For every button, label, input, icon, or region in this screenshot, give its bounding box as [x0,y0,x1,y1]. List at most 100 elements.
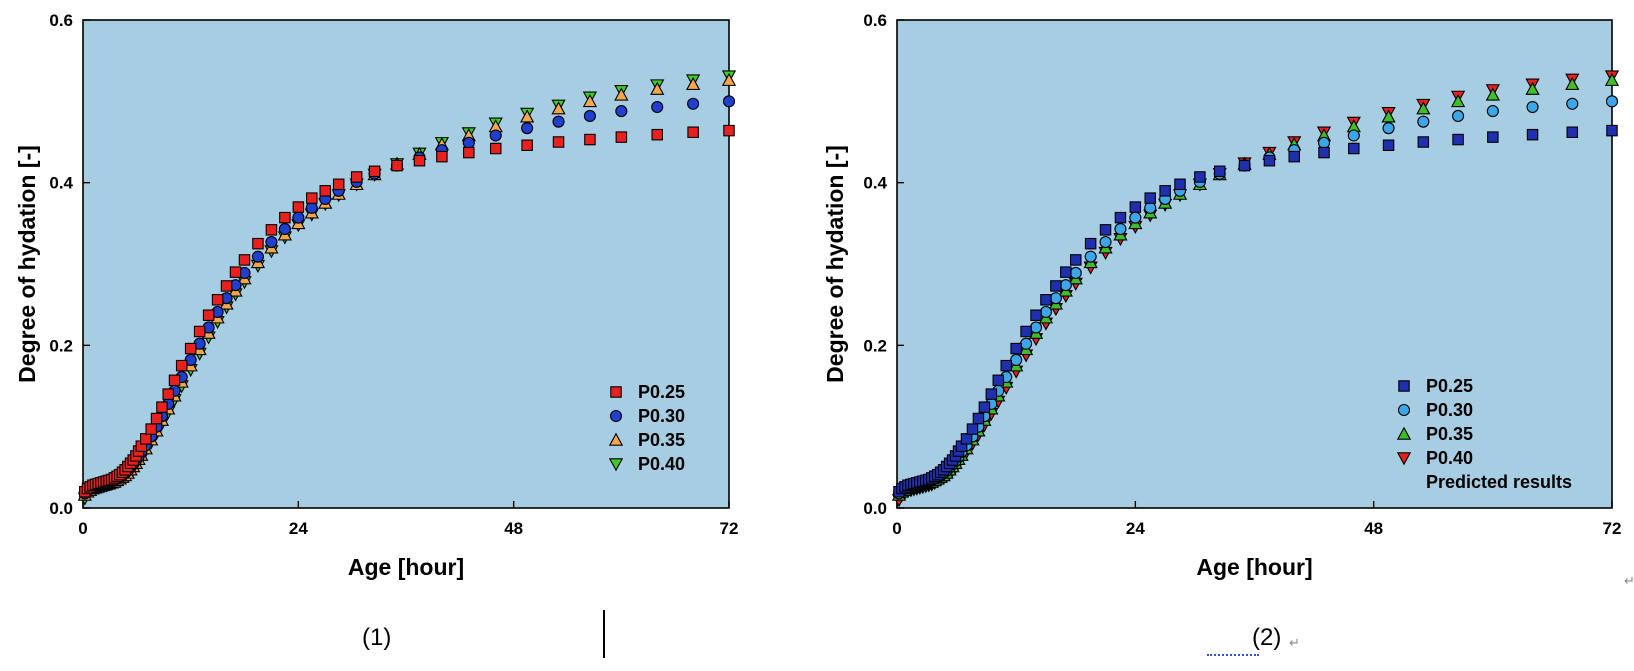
chart-panel-2: 0 24 48 72 0.0 0.2 0.4 0.6 Age [hour] Degree of h… [822,11,1621,580]
point-p0_25 [584,133,596,146]
point-p0_35 [1381,109,1396,123]
point-p0_35 [650,81,665,95]
point-p0_25 [238,254,251,266]
plot-area [896,19,1613,509]
point-p0_25 [391,159,403,172]
point-p0_35 [721,72,736,86]
point-p0_25 [687,126,699,138]
point-p0_25 [463,146,475,159]
point-p0_25 [1566,126,1579,138]
y-axis-label: Degree of hydation [-] [14,145,40,383]
point-p0_30 [292,211,305,224]
point-p0_30 [583,109,596,123]
point-p0_30 [462,136,475,149]
legend-label: P0.35 [1426,424,1473,444]
paragraph-mark-icon: ↵ [1289,636,1300,651]
data-points [891,70,1619,508]
x-tick-label: 24 [1126,519,1145,538]
legend-label: P0.25 [638,382,685,402]
legend: P0.25 P0.30 P0.35 P0.40 [608,382,685,474]
y-tick-label: 0.2 [49,336,73,355]
point-p0_25 [1452,133,1464,146]
y-tick-label: 0.0 [863,499,887,518]
point-p0_30 [1347,129,1360,142]
point-p0_30 [265,235,278,249]
point-p0_25 [1114,211,1127,224]
point-p0_25 [1348,142,1360,155]
point-p0_30 [1084,250,1097,263]
point-p0_25 [211,294,224,306]
point-p0_35 [685,76,701,91]
point-p0_25 [1030,309,1042,321]
point-p0_25 [1238,159,1251,172]
point-p0_30 [1099,235,1112,249]
point-p0_25 [615,131,628,143]
point-p0_25 [1288,150,1300,163]
y-tick-label: 0.4 [863,174,887,193]
legend-marker-p0_35 [608,432,624,446]
caption-panel-1: (1) [362,624,392,651]
point-p0_25 [960,433,973,445]
y-tick-label: 0.6 [49,11,73,30]
point-p0_30 [1452,109,1465,123]
caption-panel-2: (2) [1252,624,1282,651]
point-p0_25 [489,142,502,155]
point-p0_30 [552,115,565,128]
point-p0_30 [1566,97,1579,110]
point-p0_25 [1000,359,1012,372]
point-p0_25 [1020,325,1032,338]
point-p0_30 [1029,321,1043,334]
point-p0_30 [1114,222,1127,236]
point-p0_25 [985,388,998,400]
chart-panel-1: 0 24 48 72 0.0 0.2 0.4 0.6 Age [hour] Degree of h… [14,11,738,580]
point-p0_25 [1487,131,1499,143]
point-p0_25 [162,388,174,400]
point-p0_25 [279,211,291,224]
legend-label: P0.30 [638,406,685,426]
point-p0_35 [1485,87,1500,101]
point-p0_25 [436,150,448,163]
paragraph-mark-icon: ↵ [1624,574,1634,589]
y-tick-label: 0.0 [49,499,73,518]
point-p0_35 [1604,72,1619,86]
point-p0_25 [552,136,565,148]
point-p0_25 [350,171,363,183]
x-tick-label: 0 [892,519,901,538]
legend: P0.25 P0.30 P0.35 P0.40 Predicted results [1396,376,1572,492]
point-p0_25 [202,309,215,321]
legend-label: P0.40 [638,454,685,474]
point-p0_25 [651,128,663,141]
point-p0_25 [229,266,242,278]
point-p0_30 [1526,100,1539,114]
point-p0_25 [306,192,318,204]
point-p0_25 [1213,165,1226,178]
legend-label: P0.40 [1426,448,1473,468]
point-p0_25 [978,401,991,413]
column-divider [603,610,605,658]
point-p0_25 [1174,178,1186,191]
point-p0_25 [1159,185,1171,197]
point-p0_30 [1605,95,1619,108]
point-p0_30 [251,250,265,263]
x-axis-label: Age [hour] [348,554,464,580]
point-p0_30 [651,100,664,114]
point-p0_25 [150,412,163,425]
point-p0_25 [145,423,157,435]
point-p0_30 [1417,115,1430,128]
x-axis-label: Age [hour] [1196,554,1312,580]
point-p0_25 [252,237,264,250]
point-p0_25 [332,178,345,191]
point-p0_25 [140,433,152,445]
point-p0_25 [413,154,426,167]
point-p0_25 [1606,124,1618,137]
point-p0_35 [582,93,598,108]
point-p0_25 [1144,192,1156,204]
y-axis-label: Degree of hydation [-] [822,145,848,383]
point-p0_25 [1070,254,1082,266]
point-p0_25 [1060,266,1072,278]
legend-label: P0.30 [1426,400,1473,420]
point-p0_30 [1069,266,1082,279]
point-p0_30 [489,129,502,142]
point-p0_25 [992,374,1005,387]
point-p0_35 [551,101,566,115]
